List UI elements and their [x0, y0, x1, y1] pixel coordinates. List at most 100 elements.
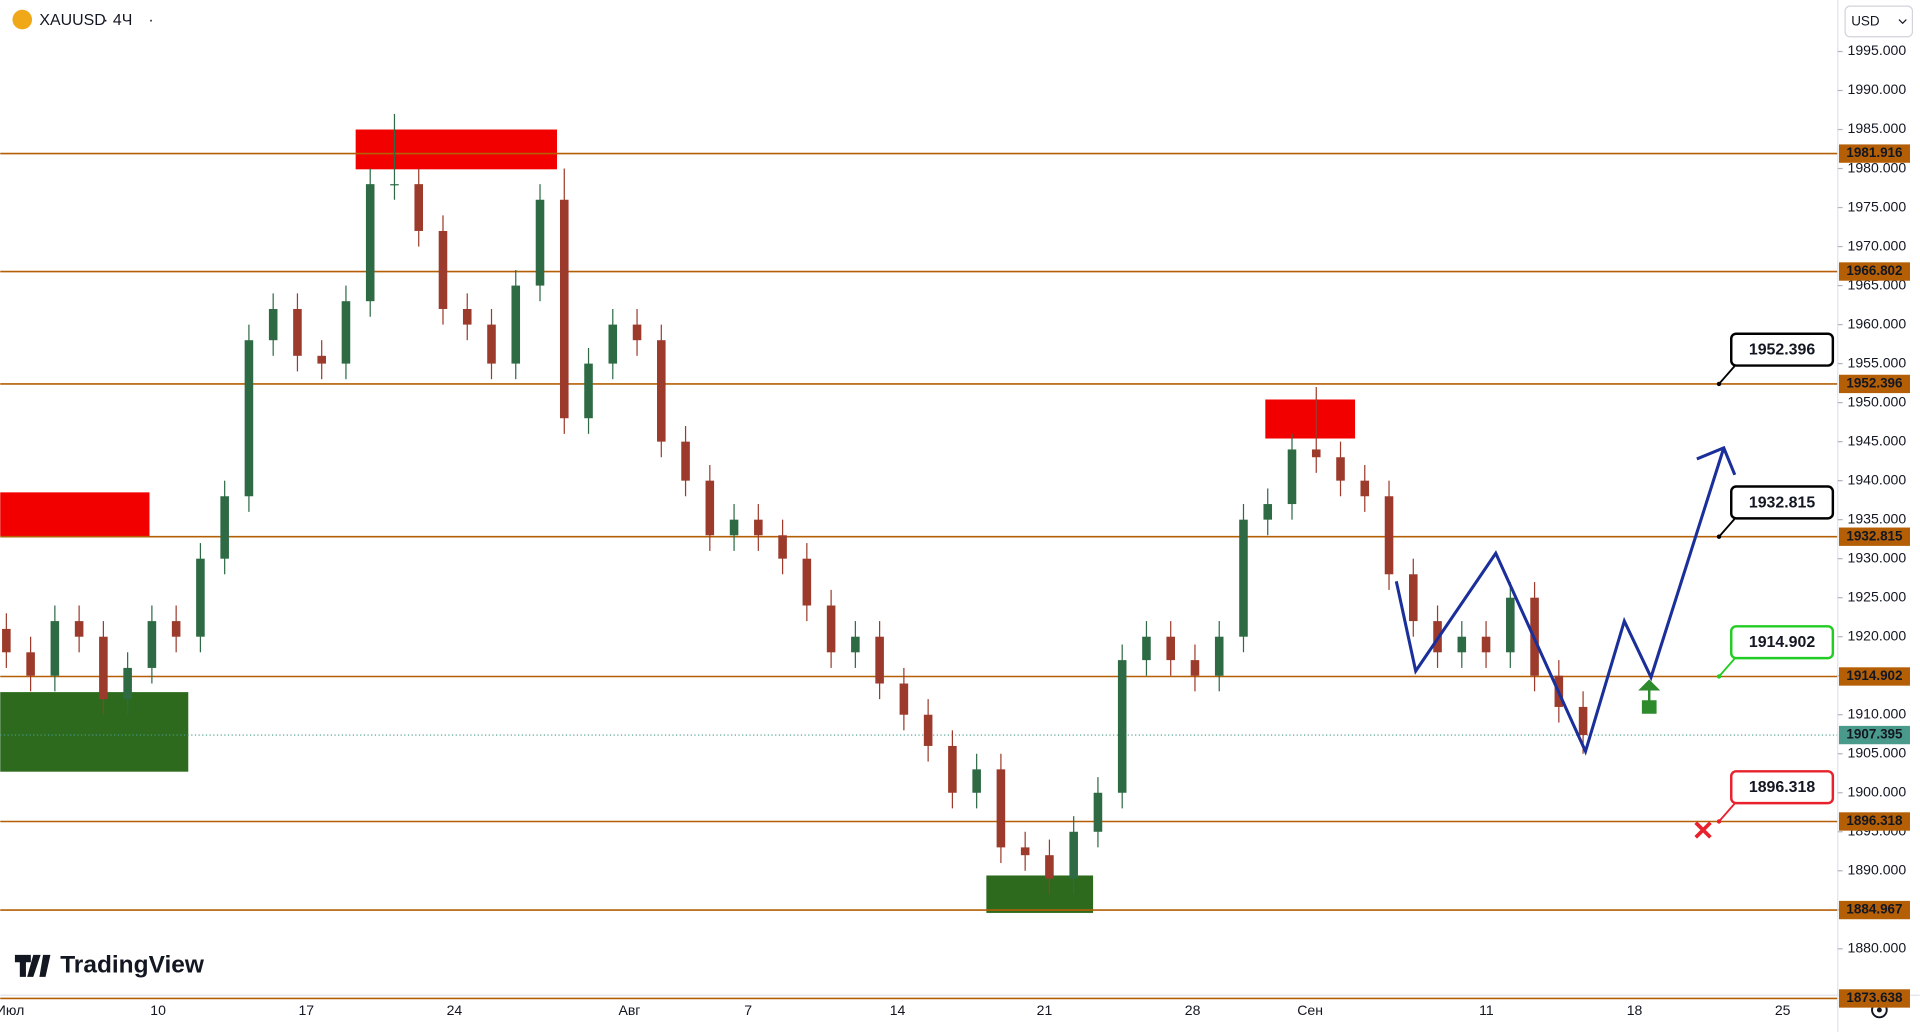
- callout-box: [1730, 625, 1835, 660]
- candle-body: [851, 636, 860, 653]
- candle-body: [1263, 504, 1273, 520]
- candle-body: [1020, 847, 1030, 856]
- level-label-box: [1838, 667, 1910, 686]
- callout-dot: [1716, 381, 1722, 387]
- x-tick-label: 7: [744, 1002, 752, 1018]
- level-label: 1952.396: [1846, 375, 1902, 390]
- candle-body: [220, 496, 229, 559]
- dropdown-caret: [1898, 19, 1907, 25]
- candle-body: [1336, 457, 1345, 481]
- candle-body: [657, 340, 666, 442]
- y-tick-label: 1960.000: [1848, 315, 1907, 331]
- x-tick-label: 18: [1627, 1002, 1643, 1018]
- candle-body: [923, 714, 933, 746]
- x-tick-label: 10: [150, 1002, 166, 1018]
- callout-box: [1730, 332, 1835, 367]
- candle-body: [147, 621, 157, 668]
- level-label: 1896.318: [1846, 813, 1903, 828]
- candle-body: [535, 199, 545, 286]
- candle-body: [899, 683, 909, 715]
- callout-label: 1952.396: [1749, 341, 1815, 358]
- candle-body: [171, 621, 181, 637]
- candle-body: [1384, 496, 1394, 575]
- y-tick-label: 1985.000: [1848, 120, 1907, 136]
- y-tick-label: 1930.000: [1848, 549, 1907, 565]
- candle-body: [802, 558, 812, 606]
- y-tick-label: 1980.000: [1848, 159, 1907, 175]
- candle-body: [729, 519, 739, 536]
- level-label-box: [1838, 900, 1910, 920]
- projection-arrowhead: [1696, 445, 1737, 476]
- y-tick-label: 1990.000: [1848, 81, 1907, 97]
- candle-body: [414, 184, 424, 231]
- candle-body: [1239, 519, 1248, 637]
- brand: TradingView: [60, 951, 205, 978]
- last-price-box: [1838, 725, 1910, 745]
- candle-body: [1578, 706, 1588, 736]
- last-price-label: 1907.395: [1846, 727, 1903, 742]
- y-tick-label: 1940.000: [1848, 471, 1907, 487]
- level-label-box: [1838, 812, 1910, 831]
- candle-body: [268, 308, 278, 341]
- x-tick-label: 17: [298, 1002, 314, 1018]
- candle-body: [1506, 597, 1515, 653]
- callout-dot: [1716, 534, 1722, 539]
- zone: [986, 875, 1094, 913]
- candle-body: [754, 519, 763, 536]
- candle-body: [293, 308, 302, 356]
- candle-body: [1117, 660, 1127, 793]
- level-label-box: [1838, 374, 1910, 394]
- candle-body: [317, 355, 326, 364]
- candle-body: [2, 628, 11, 653]
- currency: USD: [1851, 14, 1880, 29]
- projection-path: [1394, 447, 1726, 756]
- candle-body: [1166, 636, 1175, 661]
- level-label-box: [1838, 262, 1910, 281]
- level-label: 1981.916: [1846, 145, 1902, 160]
- x-tick-label: 21: [1037, 1002, 1053, 1018]
- candle-body: [1287, 449, 1297, 505]
- candle-body: [1457, 636, 1467, 653]
- candle-body: [244, 340, 254, 497]
- level-label: 1884.967: [1846, 902, 1902, 917]
- candle-body: [196, 558, 205, 637]
- y-tick-label: 1900.000: [1848, 783, 1907, 799]
- level-label: 1914.902: [1846, 668, 1902, 683]
- callout-label: 1932.815: [1749, 494, 1815, 511]
- symbol: XAUUSD: [39, 12, 105, 29]
- up-arrow-icon: [1638, 679, 1661, 714]
- separator: ·: [148, 12, 153, 29]
- level-label-box: [1838, 527, 1910, 546]
- zone: [0, 692, 189, 772]
- x-tick-label: 11: [1479, 1002, 1494, 1018]
- callout-dot: [1716, 674, 1722, 679]
- candle-body: [972, 769, 981, 793]
- candle-body: [826, 605, 836, 653]
- brand-logo: [14, 954, 51, 977]
- candle-body: [632, 324, 642, 341]
- candle-body: [608, 324, 618, 364]
- x-tick-label: Авг: [618, 1002, 640, 1018]
- zone: [355, 129, 557, 170]
- candle-body: [1093, 792, 1103, 832]
- y-tick-label: 1890.000: [1848, 862, 1907, 878]
- zone: [1265, 399, 1356, 439]
- currency-dropdown[interactable]: [1844, 5, 1914, 38]
- candle-body: [778, 535, 787, 559]
- candle-body: [1214, 636, 1224, 676]
- x-tick-label: Июл: [0, 1002, 24, 1018]
- y-tick-label: 1925.000: [1848, 588, 1907, 604]
- level-label-box: [1838, 989, 1910, 1008]
- candle-body: [511, 285, 521, 364]
- candle-body: [74, 621, 84, 637]
- candle-body: [462, 308, 472, 325]
- cross-icon: [1694, 821, 1712, 839]
- candle-body: [26, 652, 35, 676]
- y-tick-label: 1910.000: [1848, 705, 1907, 721]
- candle-body: [1481, 636, 1491, 653]
- candle-body: [681, 441, 690, 481]
- y-tick-label: 1975.000: [1848, 198, 1907, 214]
- candle-body: [1045, 855, 1054, 879]
- plot-area: [0, 113, 1838, 1000]
- callout-pointer: [1718, 656, 1737, 678]
